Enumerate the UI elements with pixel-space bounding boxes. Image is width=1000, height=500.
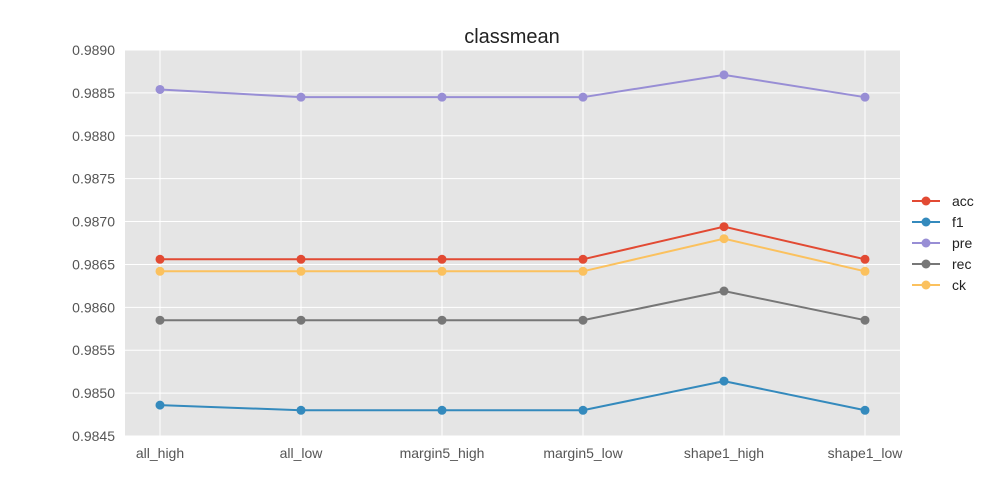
x-tick-label: margin5_low xyxy=(543,445,623,461)
series-line-rec xyxy=(160,290,866,322)
series-line-acc xyxy=(160,225,866,261)
series-points xyxy=(155,70,870,415)
x-axis-tick-labels: all_high all_low margin5_high margin5_low sh… xyxy=(136,445,903,461)
data-point-f1 xyxy=(578,405,588,415)
data-point-f1 xyxy=(296,405,306,415)
data-point-pre xyxy=(155,84,165,94)
legend-marker-acc xyxy=(921,196,931,206)
data-point-rec xyxy=(296,315,306,325)
series-line-pre xyxy=(159,73,866,99)
chart-title: classmean xyxy=(464,26,560,48)
x-tick-label: shape1_high xyxy=(684,445,764,461)
x-tick-label: all_high xyxy=(136,445,184,461)
data-point-rec xyxy=(578,315,588,325)
y-tick-label: 0.9890 xyxy=(72,42,115,58)
data-point-rec xyxy=(437,315,447,325)
legend-marker-f1 xyxy=(921,217,931,227)
series-line-f1 xyxy=(159,380,866,412)
data-point-f1 xyxy=(155,400,165,410)
y-tick-label: 0.9845 xyxy=(72,428,115,444)
data-point-ck xyxy=(578,266,588,276)
data-point-f1 xyxy=(437,405,447,415)
legend: acc f1 pre rec ck xyxy=(912,193,974,293)
data-point-pre xyxy=(719,70,729,80)
y-tick-label: 0.9875 xyxy=(72,171,115,187)
y-tick-label: 0.9880 xyxy=(72,128,115,144)
legend-label-acc: acc xyxy=(952,193,974,209)
data-point-acc xyxy=(860,254,870,264)
data-point-acc xyxy=(296,254,306,264)
legend-label-rec: rec xyxy=(952,256,971,272)
x-tick-label: shape1_low xyxy=(828,445,904,461)
data-point-ck xyxy=(437,266,447,276)
data-point-acc xyxy=(578,254,588,264)
data-point-pre xyxy=(860,92,870,102)
y-axis-tick-labels: 0.9845 0.9850 0.9855 0.9860 0.9865 0.9870 0.98… xyxy=(72,42,115,444)
data-point-f1 xyxy=(860,405,870,415)
y-tick-label: 0.9855 xyxy=(72,342,115,358)
legend-label-ck: ck xyxy=(952,277,967,293)
data-point-ck xyxy=(155,266,165,276)
y-tick-label: 0.9885 xyxy=(72,85,115,101)
legend-marker-rec xyxy=(921,259,931,269)
data-point-ck xyxy=(296,266,306,276)
x-tick-label: margin5_high xyxy=(400,445,485,461)
data-point-ck xyxy=(719,234,729,244)
data-point-rec xyxy=(860,315,870,325)
data-point-pre xyxy=(437,92,447,102)
legend-marker-pre xyxy=(921,238,931,248)
data-point-f1 xyxy=(719,376,729,386)
y-tick-label: 0.9865 xyxy=(72,256,115,272)
data-point-rec xyxy=(719,286,729,296)
data-point-pre xyxy=(578,92,588,102)
legend-label-pre: pre xyxy=(952,235,972,251)
x-tick-label: all_low xyxy=(280,445,324,461)
data-point-rec xyxy=(155,315,165,325)
y-tick-label: 0.9860 xyxy=(72,299,115,315)
series-line-ck xyxy=(160,237,866,273)
legend-label-f1: f1 xyxy=(952,214,964,230)
series-lines xyxy=(159,73,866,412)
grid-lines xyxy=(125,49,900,437)
data-point-acc xyxy=(437,254,447,264)
y-tick-label: 0.9850 xyxy=(72,385,115,401)
data-point-ck xyxy=(860,266,870,276)
data-point-pre xyxy=(296,92,306,102)
plot-background xyxy=(125,50,900,436)
y-tick-label: 0.9870 xyxy=(72,214,115,230)
data-point-acc xyxy=(719,222,729,232)
legend-marker-ck xyxy=(921,280,931,290)
data-point-acc xyxy=(155,254,165,264)
